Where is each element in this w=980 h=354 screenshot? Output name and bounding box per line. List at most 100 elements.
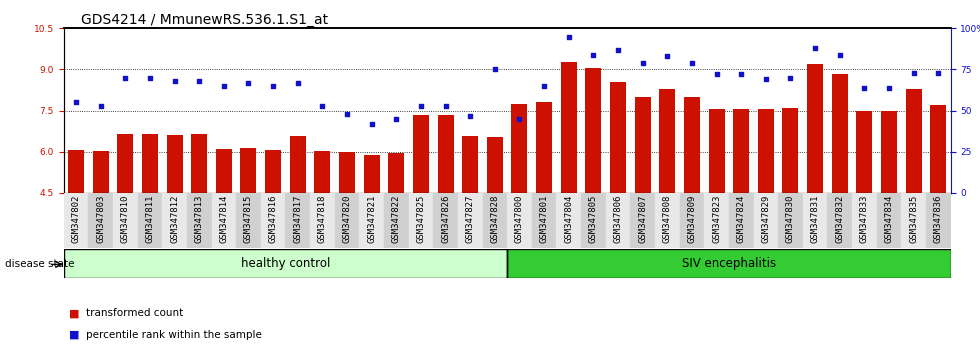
Text: GSM347810: GSM347810: [121, 195, 129, 243]
Bar: [360, 193, 384, 248]
Bar: [433, 193, 458, 248]
Bar: [561, 62, 577, 193]
Bar: [729, 193, 754, 248]
Bar: [113, 193, 137, 248]
Bar: [857, 111, 872, 193]
Point: [857, 85, 872, 90]
Text: GSM347800: GSM347800: [514, 195, 524, 243]
Bar: [388, 153, 405, 193]
Bar: [684, 97, 700, 193]
Text: GSM347831: GSM347831: [810, 195, 819, 243]
Point: [93, 103, 109, 109]
Bar: [236, 193, 261, 248]
Point: [808, 45, 823, 51]
Text: GSM347830: GSM347830: [786, 195, 795, 243]
Text: GSM347835: GSM347835: [909, 195, 918, 243]
Bar: [930, 104, 947, 193]
Bar: [512, 104, 527, 193]
Bar: [782, 108, 799, 193]
Bar: [557, 193, 581, 248]
Text: GSM347802: GSM347802: [72, 195, 80, 243]
Point: [241, 80, 257, 85]
Point: [266, 83, 281, 89]
Text: GSM347832: GSM347832: [835, 195, 844, 243]
Text: GSM347805: GSM347805: [589, 195, 598, 243]
Point: [388, 116, 404, 122]
Text: GSM347809: GSM347809: [687, 195, 697, 243]
Bar: [163, 193, 187, 248]
Bar: [463, 136, 478, 193]
Bar: [482, 193, 508, 248]
Text: GSM347821: GSM347821: [368, 195, 376, 243]
Bar: [758, 109, 774, 193]
Bar: [216, 149, 232, 193]
Point: [512, 116, 527, 122]
Bar: [93, 151, 109, 193]
Bar: [487, 137, 503, 193]
Point: [635, 60, 651, 66]
Bar: [118, 134, 133, 193]
Text: GSM347804: GSM347804: [564, 195, 573, 243]
Bar: [881, 111, 897, 193]
Bar: [187, 193, 212, 248]
Bar: [261, 193, 285, 248]
Point: [463, 113, 478, 118]
Bar: [808, 64, 823, 193]
Bar: [64, 249, 508, 278]
Text: GDS4214 / MmunewRS.536.1.S1_at: GDS4214 / MmunewRS.536.1.S1_at: [81, 13, 328, 27]
Bar: [88, 193, 113, 248]
Text: healthy control: healthy control: [241, 257, 330, 270]
Point: [364, 121, 379, 127]
Bar: [630, 193, 655, 248]
Point: [487, 67, 503, 72]
Point: [585, 52, 601, 57]
Text: GSM347818: GSM347818: [318, 195, 327, 243]
Point: [216, 83, 231, 89]
Bar: [906, 89, 921, 193]
Text: GSM347812: GSM347812: [171, 195, 179, 243]
Bar: [191, 134, 207, 193]
Bar: [508, 193, 532, 248]
Point: [783, 75, 799, 81]
Text: GSM347803: GSM347803: [96, 195, 105, 243]
Text: GSM347822: GSM347822: [392, 195, 401, 243]
Point: [315, 103, 330, 109]
Bar: [266, 150, 281, 193]
Bar: [240, 148, 257, 193]
Point: [930, 70, 946, 76]
Text: GSM347823: GSM347823: [712, 195, 721, 243]
Text: GSM347801: GSM347801: [540, 195, 549, 243]
Bar: [610, 82, 626, 193]
Bar: [754, 193, 778, 248]
Point: [167, 78, 182, 84]
Text: GSM347820: GSM347820: [343, 195, 352, 243]
Text: SIV encephalitis: SIV encephalitis: [682, 257, 776, 270]
Text: GSM347828: GSM347828: [490, 195, 500, 243]
Bar: [827, 193, 852, 248]
Text: GSM347833: GSM347833: [859, 195, 869, 243]
Text: GSM347813: GSM347813: [195, 195, 204, 243]
Text: ■: ■: [69, 308, 79, 318]
Text: transformed count: transformed count: [86, 308, 183, 318]
Bar: [290, 136, 306, 193]
Text: GSM347808: GSM347808: [662, 195, 671, 243]
Point: [561, 34, 576, 39]
Text: GSM347811: GSM347811: [145, 195, 155, 243]
Point: [906, 70, 921, 76]
Point: [142, 75, 158, 81]
Point: [709, 72, 724, 77]
Bar: [413, 115, 429, 193]
Text: disease state: disease state: [5, 259, 74, 269]
Bar: [536, 102, 552, 193]
Text: GSM347814: GSM347814: [220, 195, 228, 243]
Point: [881, 85, 897, 90]
Bar: [64, 249, 508, 278]
Bar: [709, 109, 724, 193]
Bar: [212, 193, 236, 248]
Point: [684, 60, 700, 66]
Bar: [705, 193, 729, 248]
Bar: [508, 249, 951, 278]
Bar: [606, 193, 630, 248]
Bar: [733, 109, 749, 193]
Bar: [852, 193, 877, 248]
